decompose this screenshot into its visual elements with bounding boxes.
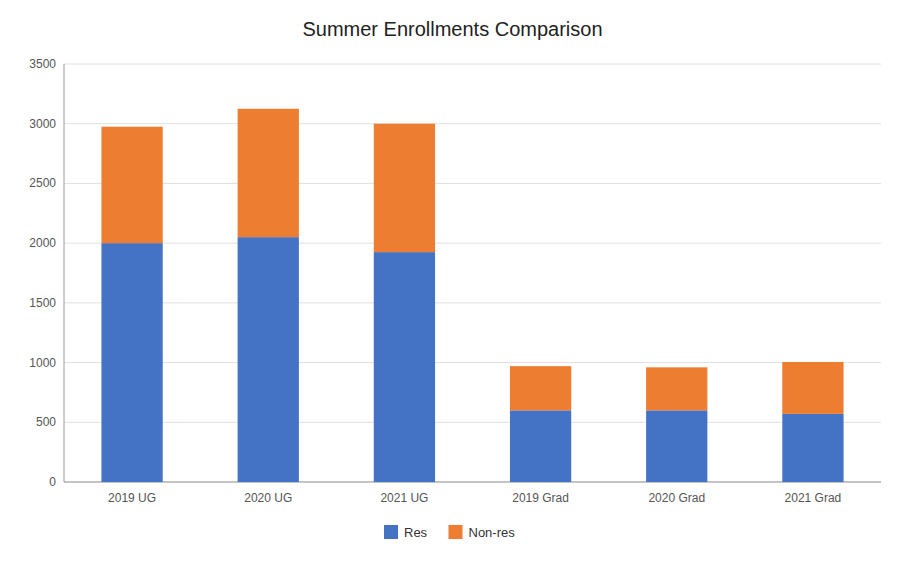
y-tick-label: 3000 [29,117,56,131]
y-tick-label: 500 [36,415,56,429]
grid-line [64,183,881,184]
bar [782,414,843,482]
legend-label: Res [404,525,428,540]
bar [101,127,162,243]
bar [646,367,707,410]
bar [510,366,571,410]
grid-line [64,482,881,483]
chart-svg: Summer Enrollments Comparison 0 500 1000 150… [0,0,905,566]
grid-line [64,422,881,423]
y-tick-label: 0 [49,475,56,489]
title: Summer Enrollments Comparison [302,18,602,40]
grid-line [64,362,881,363]
grid-line [64,243,881,244]
bar [646,410,707,482]
x-tick-label: 2021 Grad [785,491,842,505]
y-tick-label: 1500 [29,296,56,310]
x-tick-label: 2020 Grad [648,491,705,505]
bar [238,109,299,237]
y-axis-line [64,64,65,482]
grid-line [64,302,881,303]
y-tick-label: 2000 [29,236,56,250]
x-axis-line [64,482,881,483]
chart-container: Summer Enrollments Comparison 0 500 1000 150… [0,0,905,566]
legend-label: Non-res [469,525,516,540]
legend: Res Non-res [384,525,515,540]
bar [374,252,435,482]
y-tick-label: 3500 [29,57,56,71]
grid-line [64,123,881,124]
y-tick-label: 2500 [29,176,56,190]
legend-swatch [449,525,463,539]
x-tick-label: 2021 UG [380,491,428,505]
y-tick-label: 1000 [29,356,56,370]
x-tick-label: 2019 UG [108,491,156,505]
x-tick-label: 2019 Grad [512,491,569,505]
bar [510,410,571,482]
x-tick-label: 2020 UG [244,491,292,505]
bar [238,237,299,482]
bar [374,124,435,252]
bars [101,109,843,482]
grid-line [64,64,881,65]
bar [782,362,843,414]
bar [101,243,162,482]
legend-swatch [384,525,398,539]
